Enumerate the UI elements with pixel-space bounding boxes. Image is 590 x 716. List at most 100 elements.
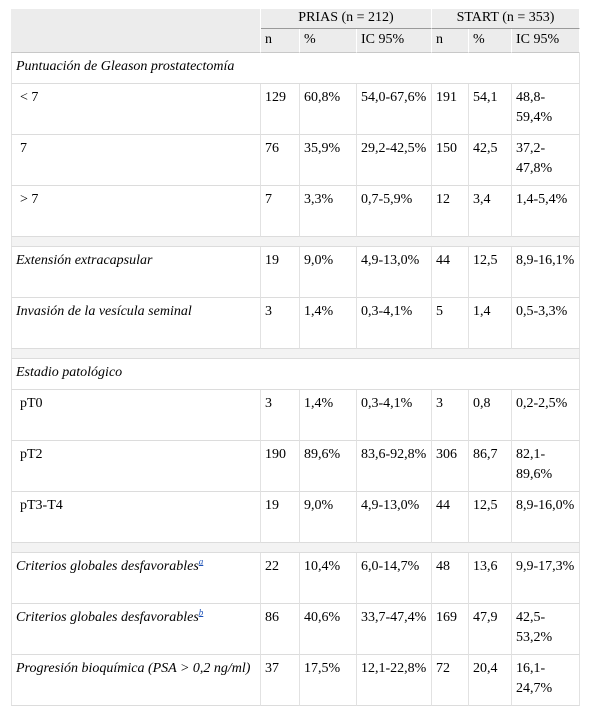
cell-ci-prias: 6,0-14,7% (357, 553, 433, 604)
header-column-row: n % IC 95% n % IC 95% (11, 29, 581, 53)
table-row: 7 76 35,9% 29,2-42,5% 150 42,5 37,2-47,8% (11, 135, 581, 186)
row-label: pT3-T4 (11, 492, 261, 543)
footnote-marker: b (199, 607, 204, 617)
cell-ci-start: 82,1-89,6% (512, 441, 581, 492)
cell-n-prias: 7 (261, 186, 300, 237)
table-row: pT3-T4 19 9,0% 4,9-13,0% 44 12,5 8,9-16,0% (11, 492, 581, 543)
row-label-text: pT2 (20, 447, 43, 462)
cell-ci-start: 48,8-59,4% (512, 84, 581, 135)
row-label: pT2 (11, 441, 261, 492)
col-header-pct-start: % (469, 29, 513, 53)
section-title-row: Estadio patológico (11, 359, 581, 390)
cell-pct-start: 0,8 (469, 390, 513, 441)
cell-ci-start: 0,2-2,5% (512, 390, 581, 441)
table-row: Invasión de la vesícula seminal 3 1,4% 0,3-… (11, 298, 581, 349)
cell-ci-prias: 0,3-4,1% (357, 298, 433, 349)
spacer-cell (11, 349, 581, 359)
cell-n-start: 3 (432, 390, 470, 441)
section-spacer (11, 543, 581, 553)
footnote-link[interactable]: a (198, 556, 204, 567)
cell-pct-start: 20,4 (469, 655, 513, 706)
cell-ci-start: 8,9-16,0% (512, 492, 581, 543)
row-label-text: pT0 (20, 396, 43, 411)
row-label: < 7 (11, 84, 261, 135)
row-label-text: Progresión bioquímica (PSA > 0,2 ng/ml) (16, 661, 251, 676)
cell-n-prias: 19 (261, 492, 300, 543)
col-header-n-prias: n (261, 29, 300, 53)
footnote-link[interactable]: b (198, 607, 204, 618)
table-row: pT0 3 1,4% 0,3-4,1% 3 0,8 0,2-2,5% (11, 390, 581, 441)
table-row: < 7 129 60,8% 54,0-67,6% 191 54,1 48,8-59,4% (11, 84, 581, 135)
cell-ci-start: 16,1-24,7% (512, 655, 581, 706)
footnote-marker: a (199, 556, 204, 566)
cell-pct-prias: 1,4% (300, 390, 357, 441)
row-label-text: < 7 (20, 90, 39, 105)
table-row: Criterios globales desfavorablesa 22 10,4%… (11, 553, 581, 604)
cell-ci-prias: 0,7-5,9% (357, 186, 433, 237)
section-spacer (11, 237, 581, 247)
cell-pct-prias: 60,8% (300, 84, 357, 135)
col-header-ci-prias: IC 95% (357, 29, 433, 53)
header-group-row: PRIAS (n = 212) START (n = 353) (11, 9, 581, 29)
row-label-text: Extensión extracapsular (16, 253, 153, 268)
cell-n-prias: 22 (261, 553, 300, 604)
cell-pct-prias: 1,4% (300, 298, 357, 349)
cell-n-start: 44 (432, 492, 470, 543)
row-label: 7 (11, 135, 261, 186)
row-label: pT0 (11, 390, 261, 441)
cell-n-start: 48 (432, 553, 470, 604)
cell-pct-prias: 17,5% (300, 655, 357, 706)
cell-pct-prias: 3,3% (300, 186, 357, 237)
cell-n-start: 150 (432, 135, 470, 186)
cell-ci-prias: 0,3-4,1% (357, 390, 433, 441)
cell-n-prias: 3 (261, 298, 300, 349)
header-blank-cell (11, 29, 261, 53)
cell-pct-start: 12,5 (469, 492, 513, 543)
cell-n-prias: 86 (261, 604, 300, 655)
cell-ci-start: 9,9-17,3% (512, 553, 581, 604)
row-label-text: pT3-T4 (20, 498, 63, 513)
cell-pct-start: 12,5 (469, 247, 513, 298)
row-label-text: Criterios globales desfavorables (16, 559, 199, 574)
row-label: Invasión de la vesícula seminal (11, 298, 261, 349)
spacer-cell (11, 237, 581, 247)
row-label-text: Criterios globales desfavorables (16, 610, 199, 625)
row-label-text: 7 (20, 141, 27, 156)
cell-ci-start: 42,5-53,2% (512, 604, 581, 655)
cell-n-prias: 76 (261, 135, 300, 186)
row-label: > 7 (11, 186, 261, 237)
col-header-pct-prias: % (300, 29, 357, 53)
section-title: Estadio patológico (11, 359, 581, 390)
table-row: pT2 190 89,6% 83,6-92,8% 306 86,7 82,1-89,6% (11, 441, 581, 492)
cell-pct-start: 1,4 (469, 298, 513, 349)
spacer-cell (11, 543, 581, 553)
section-title-row: Puntuación de Gleason prostatectomía (11, 53, 581, 84)
cell-n-start: 191 (432, 84, 470, 135)
cell-pct-prias: 9,0% (300, 247, 357, 298)
cell-ci-start: 8,9-16,1% (512, 247, 581, 298)
col-header-ci-start: IC 95% (512, 29, 581, 53)
table-row: Progresión bioquímica (PSA > 0,2 ng/ml) 3… (11, 655, 581, 706)
cell-ci-prias: 54,0-67,6% (357, 84, 433, 135)
cell-n-start: 12 (432, 186, 470, 237)
cell-n-start: 44 (432, 247, 470, 298)
cell-n-prias: 3 (261, 390, 300, 441)
cell-ci-start: 0,5-3,3% (512, 298, 581, 349)
cell-n-start: 169 (432, 604, 470, 655)
row-label: Extensión extracapsular (11, 247, 261, 298)
col-header-n-start: n (432, 29, 470, 53)
section-spacer (11, 349, 581, 359)
cell-pct-prias: 9,0% (300, 492, 357, 543)
cell-pct-start: 47,9 (469, 604, 513, 655)
row-label: Criterios globales desfavorablesa (11, 553, 261, 604)
row-label: Progresión bioquímica (PSA > 0,2 ng/ml) (11, 655, 261, 706)
cell-n-start: 72 (432, 655, 470, 706)
section-title: Puntuación de Gleason prostatectomía (11, 53, 581, 84)
cell-ci-start: 37,2-47,8% (512, 135, 581, 186)
start-group-header: START (n = 353) (432, 9, 581, 29)
cell-ci-prias: 83,6-92,8% (357, 441, 433, 492)
cell-pct-start: 3,4 (469, 186, 513, 237)
cell-n-prias: 19 (261, 247, 300, 298)
row-label-text: > 7 (20, 192, 39, 207)
cell-ci-prias: 4,9-13,0% (357, 247, 433, 298)
